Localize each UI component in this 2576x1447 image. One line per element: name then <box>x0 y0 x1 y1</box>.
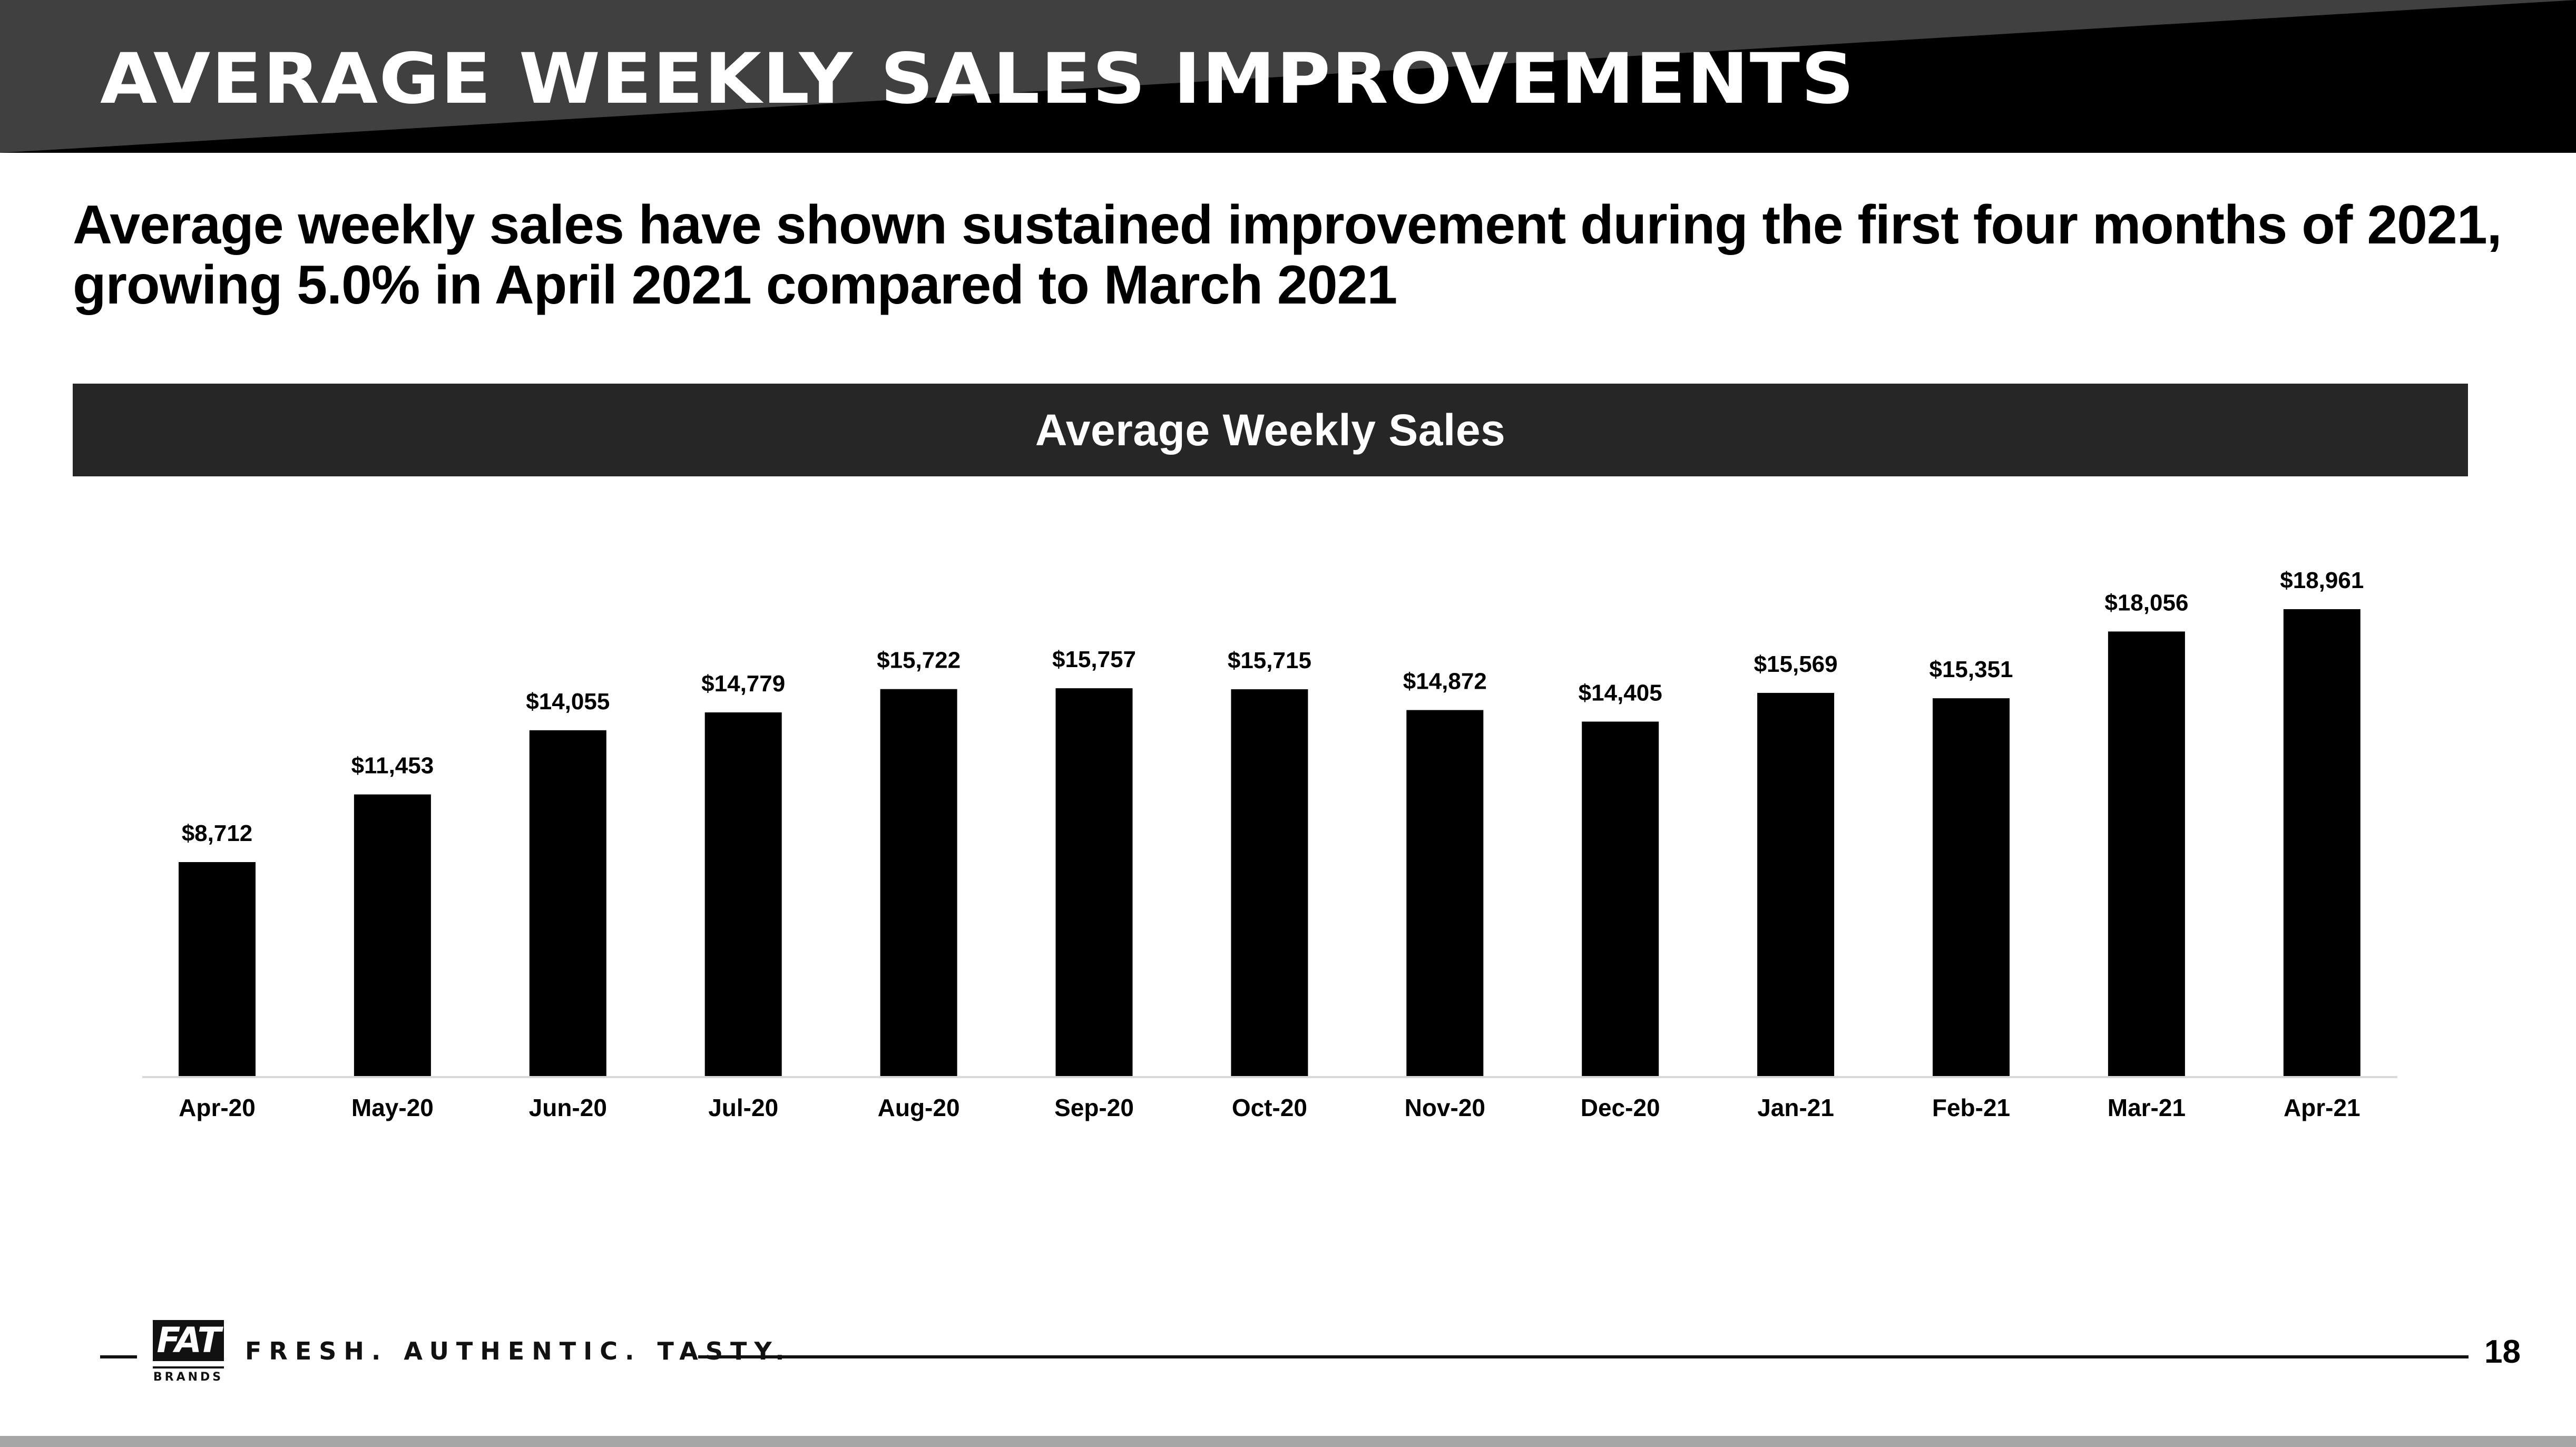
bar-Oct-20 <box>1231 689 1308 1077</box>
data-label-Dec-20: $14,405 <box>1579 680 1662 706</box>
header-band <box>0 0 2576 153</box>
footer-rule-left <box>100 1355 137 1358</box>
chart-title: Average Weekly Sales <box>1035 405 1506 455</box>
bar-Apr-20 <box>179 862 256 1077</box>
logo-fat-text: FAT <box>153 1320 224 1361</box>
x-tick-label-Jun-20: Jun-20 <box>529 1094 607 1121</box>
page-title: AVERAGE WEEKLY SALES IMPROVEMENTS <box>100 38 1856 120</box>
data-label-Apr-20: $8,712 <box>182 820 253 846</box>
fat-brands-logo: FAT BRANDS <box>153 1320 224 1389</box>
header-background <box>0 0 2576 153</box>
bar-Jun-20 <box>529 730 606 1077</box>
slide-subtitle: Average weekly sales have shown sustaine… <box>73 194 2502 316</box>
data-label-Nov-20: $14,872 <box>1403 669 1487 695</box>
bar-Feb-21 <box>1933 698 2010 1077</box>
data-label-Feb-21: $15,351 <box>1929 657 2013 682</box>
page-number: 18 <box>2484 1334 2521 1370</box>
data-label-Aug-20: $15,722 <box>877 648 961 673</box>
chart-title-banner: Average Weekly Sales <box>73 384 2468 476</box>
x-tick-label-Apr-20: Apr-20 <box>179 1094 256 1121</box>
data-label-Apr-21: $18,961 <box>2280 568 2364 593</box>
bar-Mar-21 <box>2108 631 2185 1077</box>
data-label-Jul-20: $14,779 <box>701 671 785 697</box>
data-label-Sep-20: $15,757 <box>1052 647 1136 672</box>
data-label-Jan-21: $15,569 <box>1754 651 1838 677</box>
subtitle-line-2: growing 5.0% in April 2021 compared to M… <box>73 255 1397 316</box>
x-tick-label-Apr-21: Apr-21 <box>2284 1094 2360 1121</box>
bar-Nov-20 <box>1406 710 1484 1077</box>
x-tick-label-Dec-20: Dec-20 <box>1581 1094 1660 1121</box>
x-tick-label-Jan-21: Jan-21 <box>1757 1094 1834 1121</box>
bar-Aug-20 <box>880 689 957 1077</box>
bar-Apr-21 <box>2283 609 2360 1077</box>
x-tick-label-Nov-20: Nov-20 <box>1405 1094 1485 1121</box>
data-labels-layer: $8,712 $11,453 $14,055 $14,779 $15,722 $15,75… <box>182 568 2364 846</box>
data-label-May-20: $11,453 <box>351 753 434 779</box>
x-tick-label-Feb-21: Feb-21 <box>1932 1094 2010 1121</box>
bar-Jan-21 <box>1757 692 1835 1077</box>
x-tick-label-Aug-20: Aug-20 <box>878 1094 960 1121</box>
x-tick-label-Oct-20: Oct-20 <box>1232 1094 1307 1121</box>
logo-brands-text: BRANDS <box>153 1366 224 1384</box>
subtitle-line-1: Average weekly sales have shown sustaine… <box>73 194 2502 256</box>
x-tick-label-Mar-21: Mar-21 <box>2108 1094 2186 1121</box>
bottom-strip <box>0 1436 2576 1447</box>
bar-Sep-20 <box>1055 688 1133 1077</box>
x-tick-label-May-20: May-20 <box>351 1094 434 1121</box>
data-label-Jun-20: $14,055 <box>526 689 610 715</box>
data-label-Mar-21: $18,056 <box>2104 590 2188 615</box>
bar-Dec-20 <box>1582 721 1659 1077</box>
bar-Jul-20 <box>704 712 782 1077</box>
footer-rule-right <box>698 1355 2469 1358</box>
bar-May-20 <box>354 794 431 1077</box>
bars-layer <box>179 609 2360 1077</box>
data-label-Oct-20: $15,715 <box>1228 648 1311 673</box>
x-tick-label-Sep-20: Sep-20 <box>1054 1094 1134 1121</box>
x-tick-labels-layer: Apr-20 May-20 Jun-20 Jul-20 Aug-20 Sep-20 Oct-… <box>179 1094 2360 1121</box>
x-tick-label-Jul-20: Jul-20 <box>708 1094 778 1121</box>
footer-tagline: FRESH. AUTHENTIC. TASTY. <box>245 1337 792 1365</box>
